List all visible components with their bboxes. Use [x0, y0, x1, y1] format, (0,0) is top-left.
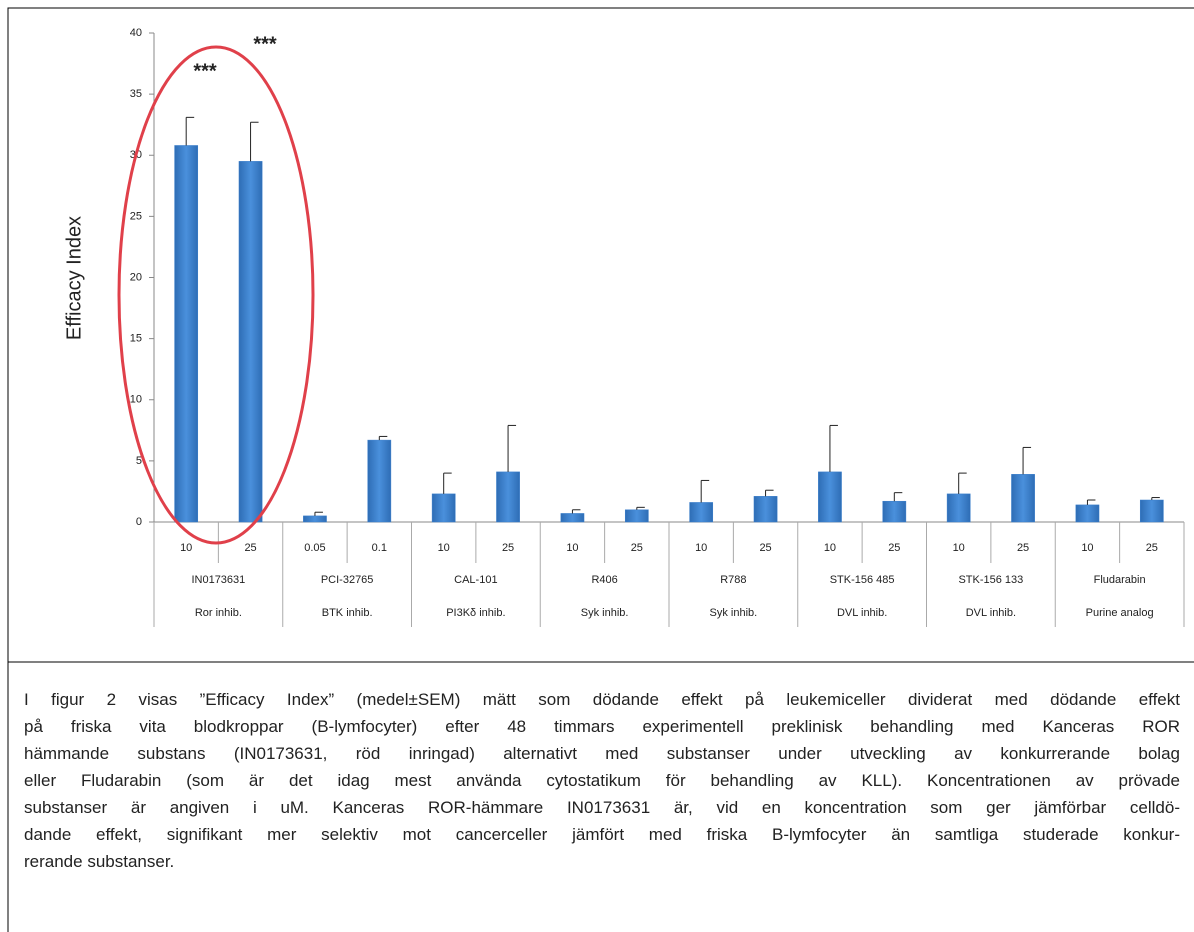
- bar: [367, 439, 392, 523]
- bar: [624, 509, 649, 523]
- bar: [174, 145, 199, 523]
- y-tick-label: 5: [136, 455, 142, 467]
- highlight-ellipse: [117, 45, 315, 545]
- caption-line: substanser är angiven i uM. Kanceras ROR…: [24, 798, 1180, 817]
- bar: [753, 496, 778, 523]
- x-tick-label: 10: [824, 542, 836, 554]
- class-label: BTK inhib.: [322, 607, 373, 619]
- bar: [818, 471, 842, 523]
- bar: [1139, 499, 1164, 523]
- bar: [431, 493, 456, 523]
- x-tick-label: 10: [953, 542, 965, 554]
- caption: I figur 2 visas ”Efficacy Index” (medel±…: [24, 686, 1180, 875]
- y-tick-label: 40: [130, 27, 142, 39]
- y-tick-label: 20: [130, 271, 142, 283]
- group-label: PCI-32765: [321, 574, 374, 586]
- group-label: R788: [720, 574, 746, 586]
- class-label: Syk inhib.: [710, 607, 758, 619]
- x-tick-label: 10: [438, 542, 450, 554]
- group-label: STK-156 133: [958, 574, 1023, 586]
- bar: [882, 500, 907, 523]
- bar: [496, 471, 520, 523]
- x-tick-label: 25: [1146, 542, 1158, 554]
- x-tick-label: 25: [888, 542, 900, 554]
- group-label: Fludarabin: [1094, 574, 1146, 586]
- class-label: Ror inhib.: [195, 607, 242, 619]
- frame: [7, 7, 1194, 932]
- y-tick-label: 10: [130, 394, 142, 406]
- group-label: R406: [591, 574, 617, 586]
- x-tick-label: 10: [695, 542, 707, 554]
- x-tick-label: 10: [566, 542, 578, 554]
- x-tick-label: 10: [1081, 542, 1093, 554]
- x-tick-label: 25: [502, 542, 514, 554]
- x-tick-label: 25: [631, 542, 643, 554]
- caption-line: hämmande substans (IN0173631, röd inring…: [24, 744, 1180, 763]
- caption-line: eller Fludarabin (som är det idag mest a…: [24, 771, 1180, 790]
- group-label: STK-156 485: [830, 574, 895, 586]
- class-label: DVL inhib.: [966, 607, 1016, 619]
- bar: [1075, 504, 1100, 523]
- bar: [1011, 474, 1035, 523]
- bar: [560, 513, 585, 523]
- x-tick-label: 0.05: [304, 542, 325, 554]
- group-label: IN0173631: [191, 574, 245, 586]
- caption-line: på friska vita blodkroppar (B-lymfocyter…: [24, 717, 1180, 736]
- y-tick-label: 25: [130, 210, 142, 222]
- significance: ***: [193, 60, 217, 82]
- caption-line: rerande substanser.: [24, 852, 175, 871]
- y-tick-label: 0: [136, 516, 142, 528]
- significance: ***: [253, 33, 277, 55]
- x-tick-label: 25: [1017, 542, 1029, 554]
- x-tick-label: 0.1: [372, 542, 387, 554]
- class-label: DVL inhib.: [837, 607, 887, 619]
- caption-line: dande effekt, signifikant mer selektiv m…: [24, 825, 1180, 844]
- bar: [303, 515, 327, 523]
- x-tick-label: 25: [759, 542, 771, 554]
- y-axis-label: Efficacy Index: [63, 216, 85, 340]
- bar: [689, 502, 714, 523]
- caption-line: I figur 2 visas ”Efficacy Index” (medel±…: [24, 690, 1180, 709]
- x-tick-label: 10: [180, 542, 192, 554]
- class-label: Purine analog: [1086, 607, 1154, 619]
- class-label: Syk inhib.: [581, 607, 629, 619]
- bar: [238, 161, 263, 523]
- y-tick-label: 35: [130, 88, 142, 100]
- bar: [946, 493, 971, 523]
- group-label: CAL-101: [454, 574, 497, 586]
- x-tick-label: 25: [244, 542, 256, 554]
- class-label: PI3Kδ inhib.: [446, 607, 505, 619]
- y-tick-label: 15: [130, 333, 142, 345]
